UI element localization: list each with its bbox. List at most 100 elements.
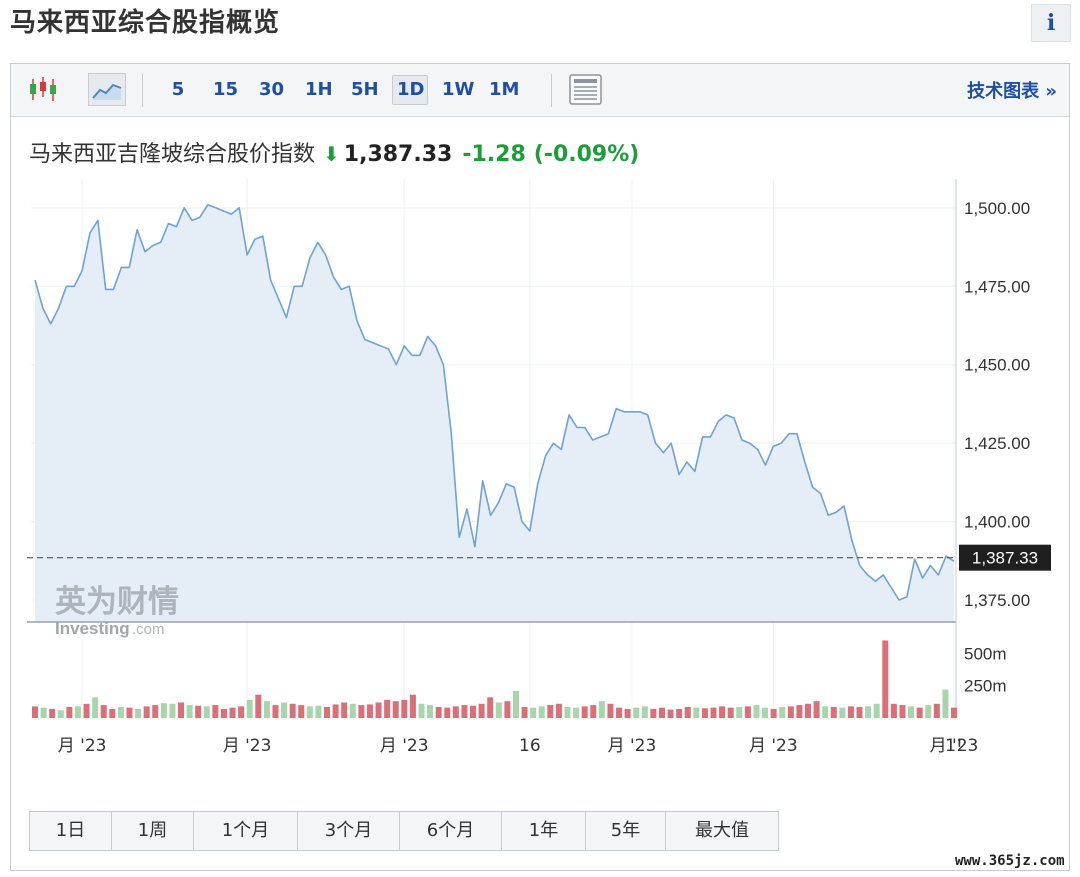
quote-name: 马来西亚吉隆坡综合股价指数 xyxy=(29,142,316,167)
volume-bar xyxy=(358,705,365,718)
volume-bar xyxy=(195,705,202,718)
volume-bar xyxy=(512,690,519,718)
volume-bar xyxy=(32,706,38,718)
volume-bar xyxy=(384,699,391,718)
volume-bar xyxy=(452,706,459,718)
volume-bar xyxy=(109,708,116,718)
range-1y[interactable]: 1年 xyxy=(502,812,586,850)
volume-bar xyxy=(306,706,313,718)
range-1w[interactable]: 1周 xyxy=(112,812,194,850)
range-3m[interactable]: 3个月 xyxy=(298,812,400,850)
volume-bar xyxy=(100,705,107,718)
last-price-label: 1,387.33 xyxy=(972,549,1038,568)
volume-bar xyxy=(753,705,760,718)
interval-30[interactable]: 30 xyxy=(259,79,285,100)
volume-bar xyxy=(281,702,288,718)
volume-bar xyxy=(83,703,90,718)
volume-bar xyxy=(908,706,915,718)
y-tick-label: 1,500.00 xyxy=(964,199,1030,218)
interval-1m[interactable]: 1M xyxy=(489,79,520,100)
volume-bar xyxy=(555,703,562,718)
area-chart-icon[interactable] xyxy=(88,73,126,106)
volume-bar xyxy=(461,705,468,718)
volume-bar xyxy=(212,705,219,718)
interval-5[interactable]: 5 xyxy=(171,79,185,100)
volume-bar xyxy=(418,703,425,718)
volume-bar xyxy=(762,707,769,718)
interval-1d[interactable]: 1D xyxy=(392,75,428,105)
volume-bar xyxy=(547,705,554,718)
volume-bar xyxy=(49,708,56,718)
range-1m[interactable]: 1个月 xyxy=(194,812,298,850)
quote-line: 马来西亚吉隆坡综合股价指数 ⬇ 1,387.33 -1.28 (-0.09%) xyxy=(29,136,639,168)
last-price-badge xyxy=(959,544,1051,571)
range-6m[interactable]: 6个月 xyxy=(400,812,502,850)
volume-bar xyxy=(779,707,786,718)
volume-bar xyxy=(160,703,167,718)
y-tick-label: 1,475.00 xyxy=(964,277,1030,296)
volume-bar xyxy=(135,708,142,718)
volume-bar xyxy=(392,701,399,718)
volume-bar xyxy=(74,706,81,718)
volume-bar xyxy=(598,701,605,718)
toolbar-separator xyxy=(551,74,552,107)
volume-bar xyxy=(658,707,665,718)
volume-bar xyxy=(246,699,253,718)
volume-bar xyxy=(951,707,957,718)
investing-watermark-cn: 英为财情 xyxy=(55,584,179,620)
volume-bar xyxy=(117,707,124,718)
price-line xyxy=(34,203,955,601)
volume-bar xyxy=(839,707,846,718)
investing-watermark-suffix: .com xyxy=(132,621,165,638)
volume-bar xyxy=(487,697,494,718)
volume-tick-label: 500m xyxy=(964,644,1007,663)
quote-price: 1,387.33 xyxy=(343,142,453,167)
volume-bar xyxy=(324,707,331,718)
range-5y[interactable]: 5年 xyxy=(586,812,666,850)
x-tick-label: 16 xyxy=(519,736,541,756)
volume-bar xyxy=(607,703,614,718)
volume-bar xyxy=(272,705,279,718)
interval-1h[interactable]: 1H xyxy=(305,79,333,100)
volume-bar xyxy=(736,707,743,718)
volume-bar xyxy=(66,707,73,718)
tech-chart-link[interactable]: 技术图表 » xyxy=(967,81,1057,102)
candlestick-chart-icon[interactable] xyxy=(25,73,65,106)
volume-bar xyxy=(822,706,829,718)
volume-bar xyxy=(435,707,442,718)
volume-bar xyxy=(349,703,356,718)
volume-bar xyxy=(830,707,837,718)
volume-bar xyxy=(255,694,262,718)
range-selector: 1日 1周 1个月 3个月 6个月 1年 5年 最大值 xyxy=(29,811,779,851)
volume-bar xyxy=(882,640,889,718)
volume-bar xyxy=(719,706,726,718)
volume-bar xyxy=(375,702,382,718)
volume-bar xyxy=(92,697,99,718)
volume-bar xyxy=(624,708,631,718)
range-1d[interactable]: 1日 xyxy=(30,812,112,850)
volume-bar xyxy=(169,703,176,718)
info-button[interactable]: i xyxy=(1031,4,1071,42)
chart-toolbar: 5 15 30 1H 5H 1D 1W 1M 技术图表 » xyxy=(11,64,1069,117)
table-view-icon[interactable] xyxy=(568,73,603,106)
quote-change-pct: (-0.09%) xyxy=(533,142,640,167)
volume-bar xyxy=(770,708,777,718)
price-chart[interactable]: 1,375.00 1,400.00 1,425.00 1,450.00 1,475.00… xyxy=(11,64,1069,799)
volume-bar xyxy=(581,706,588,718)
volume-bar xyxy=(152,705,159,718)
volume-bar xyxy=(143,706,150,718)
interval-1w[interactable]: 1W xyxy=(442,79,475,100)
volume-bar xyxy=(521,707,528,718)
range-max[interactable]: 最大值 xyxy=(695,820,749,841)
volume-bar xyxy=(40,707,47,718)
quote-change: -1.28 xyxy=(462,142,526,167)
volume-bar xyxy=(478,703,485,718)
y-tick-label: 1,400.00 xyxy=(964,513,1030,532)
volume-bar xyxy=(238,706,245,718)
volume-bar xyxy=(710,707,717,718)
interval-15[interactable]: 15 xyxy=(213,79,239,100)
volume-bar xyxy=(444,707,451,718)
volume-bar xyxy=(495,702,502,718)
volume-bar xyxy=(933,703,940,718)
interval-5h[interactable]: 5H xyxy=(351,79,379,100)
